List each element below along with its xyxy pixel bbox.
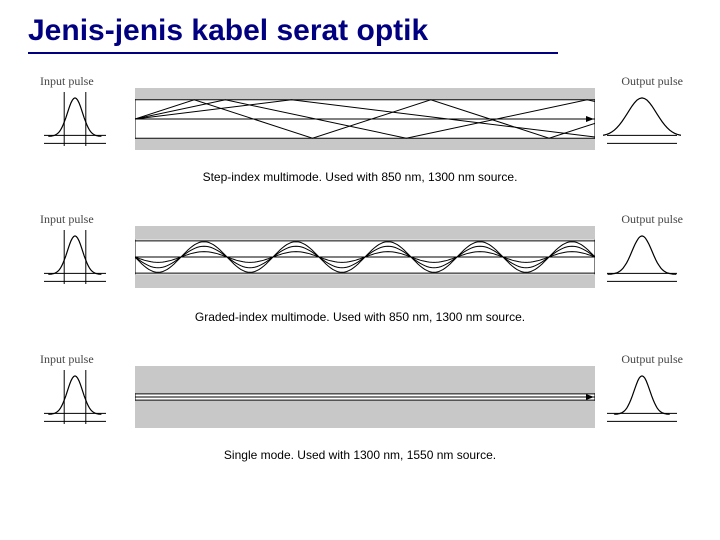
input-pulse-label: Input pulse [40, 212, 94, 227]
page-title: Jenis-jenis kabel serat optik [28, 14, 428, 48]
output-pulse: Output pulse [603, 88, 681, 155]
fiber-diagram [135, 226, 595, 293]
fiber-row-step-index-multimode: Input pulse Output pulse [40, 88, 680, 168]
fiber-row-graded-index-multimode: Input pulse Output pulse [40, 226, 680, 306]
input-pulse: Input pulse [40, 366, 110, 433]
input-pulse-label: Input pulse [40, 74, 94, 89]
caption-step-index-multimode: Step-index multimode. Used with 850 nm, … [40, 170, 680, 184]
title-underline [28, 52, 558, 54]
caption-graded-index-multimode: Graded-index multimode. Used with 850 nm… [40, 310, 680, 324]
output-pulse-label: Output pulse [621, 352, 683, 367]
input-pulse-label: Input pulse [40, 352, 94, 367]
fiber-diagram [135, 88, 595, 155]
input-pulse: Input pulse [40, 226, 110, 293]
fiber-row-single-mode: Input pulse Output pulse [40, 366, 680, 446]
output-pulse-label: Output pulse [621, 212, 683, 227]
output-pulse: Output pulse [603, 366, 681, 433]
output-pulse: Output pulse [603, 226, 681, 293]
fiber-diagram [135, 366, 595, 433]
caption-single-mode: Single mode. Used with 1300 nm, 1550 nm … [40, 448, 680, 462]
input-pulse: Input pulse [40, 88, 110, 155]
output-pulse-label: Output pulse [621, 74, 683, 89]
